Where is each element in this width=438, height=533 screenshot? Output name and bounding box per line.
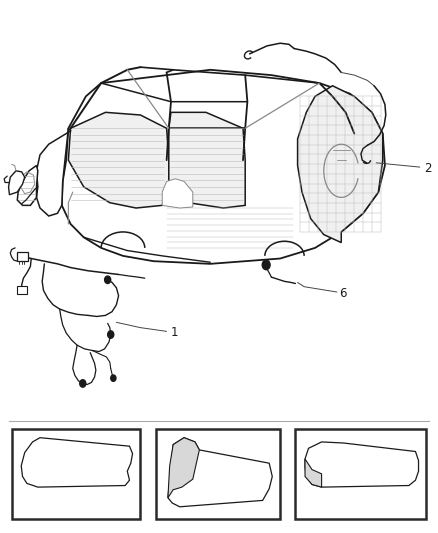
Polygon shape <box>305 442 419 487</box>
Circle shape <box>262 260 270 270</box>
Text: 6: 6 <box>339 287 346 300</box>
Text: 4: 4 <box>214 510 222 520</box>
Bar <box>17 252 28 261</box>
Polygon shape <box>297 86 383 243</box>
Circle shape <box>111 375 116 381</box>
Polygon shape <box>9 171 25 195</box>
Text: 5: 5 <box>353 510 360 520</box>
Text: 1: 1 <box>171 326 178 340</box>
Text: 2: 2 <box>424 161 432 175</box>
Polygon shape <box>168 438 272 507</box>
Bar <box>155 429 280 519</box>
Bar <box>295 429 426 519</box>
Polygon shape <box>21 438 133 487</box>
Bar <box>12 429 141 519</box>
Bar <box>17 286 27 294</box>
Polygon shape <box>36 128 71 216</box>
Polygon shape <box>17 165 38 205</box>
Polygon shape <box>305 459 321 487</box>
Circle shape <box>105 276 111 284</box>
Polygon shape <box>62 70 385 264</box>
Polygon shape <box>168 438 199 498</box>
Circle shape <box>80 379 86 387</box>
Polygon shape <box>68 112 169 208</box>
Circle shape <box>108 331 114 338</box>
Polygon shape <box>162 179 193 208</box>
Text: 3: 3 <box>59 510 66 520</box>
Polygon shape <box>169 112 245 208</box>
